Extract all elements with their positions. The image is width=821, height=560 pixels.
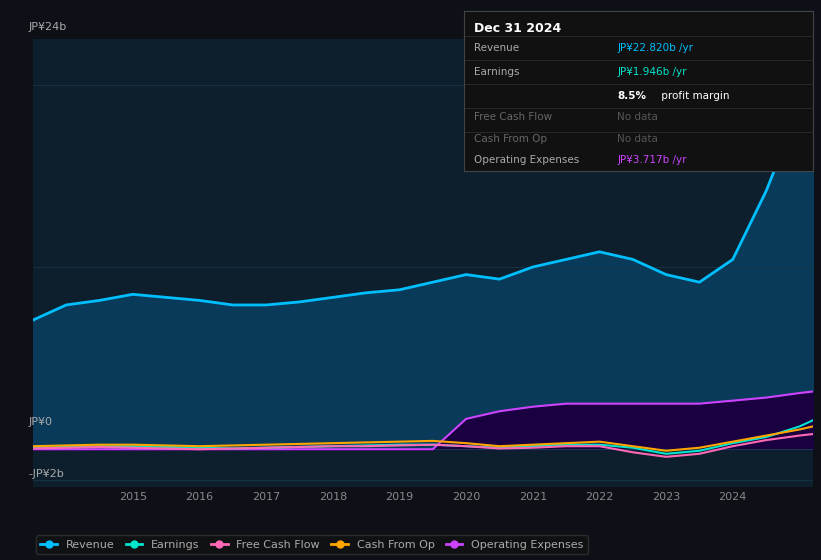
Text: Revenue: Revenue: [475, 43, 520, 53]
Text: No data: No data: [617, 111, 658, 122]
Text: Dec 31 2024: Dec 31 2024: [475, 22, 562, 35]
Text: JP¥24b: JP¥24b: [29, 22, 67, 32]
Legend: Revenue, Earnings, Free Cash Flow, Cash From Op, Operating Expenses: Revenue, Earnings, Free Cash Flow, Cash …: [36, 535, 588, 554]
Text: JP¥22.820b /yr: JP¥22.820b /yr: [617, 43, 694, 53]
Text: -JP¥2b: -JP¥2b: [29, 469, 65, 479]
Text: 8.5%: 8.5%: [617, 91, 646, 101]
Text: No data: No data: [617, 134, 658, 144]
Text: Free Cash Flow: Free Cash Flow: [475, 111, 553, 122]
Text: profit margin: profit margin: [658, 91, 729, 101]
Text: JP¥1.946b /yr: JP¥1.946b /yr: [617, 67, 687, 77]
Text: Earnings: Earnings: [475, 67, 520, 77]
Text: Operating Expenses: Operating Expenses: [475, 155, 580, 165]
Text: JP¥3.717b /yr: JP¥3.717b /yr: [617, 155, 687, 165]
Text: Cash From Op: Cash From Op: [475, 134, 548, 144]
Text: JP¥0: JP¥0: [29, 417, 53, 427]
